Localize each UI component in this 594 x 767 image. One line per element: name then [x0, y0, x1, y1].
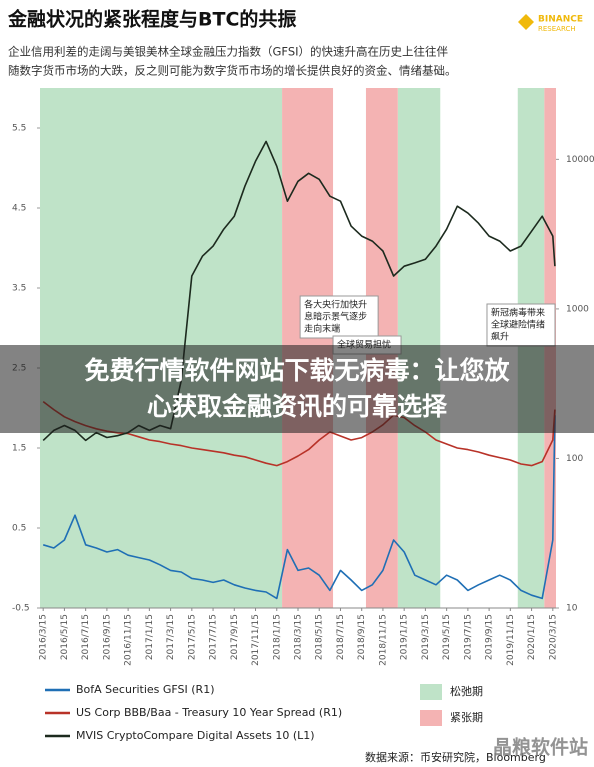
legend-swatch: [420, 684, 442, 700]
x-tick-label: 2018/11/15: [378, 614, 388, 666]
annotation-text: 新冠病毒带来: [491, 307, 545, 319]
x-tick-label: 2018/7/15: [336, 614, 346, 660]
series-line: [42, 400, 556, 467]
watermark: 晶粮软件站: [493, 736, 588, 759]
x-tick-label: 2019/7/15: [463, 614, 473, 660]
x-tick-label: 2018/3/15: [294, 614, 304, 660]
annotation-text: 全球避险情绪: [491, 319, 545, 331]
subtitle: 随数字货币市场的大跌，反之则可能为数字货币市场的增长提供良好的资金、情绪基础。: [8, 64, 457, 78]
source: 数据来源：币安研究院，Bloomberg: [365, 750, 546, 764]
x-tick-label: 2019/5/15: [442, 614, 452, 660]
y-tick-label: 0.5: [12, 524, 26, 534]
banner-background: [0, 345, 594, 433]
y2-tick-label: 1000: [566, 304, 589, 314]
y-tick-label: 1.5: [12, 444, 26, 454]
x-tick-label: 2016/9/15: [102, 614, 112, 660]
x-tick-label: 2018/1/15: [272, 614, 282, 660]
series-line: [42, 415, 556, 600]
logo-icon: [518, 14, 534, 30]
x-tick-label: 2016/11/15: [124, 614, 134, 666]
y-tick-label: -0.5: [12, 604, 30, 614]
banner-text: 免费行情软件网站下载无病毒：让您放: [84, 356, 510, 385]
legend-label: BofA Securities GFSI (R1): [76, 683, 215, 696]
x-tick-label: 2019/9/15: [485, 614, 495, 660]
annotation-text: 飙升: [491, 331, 509, 343]
legend-swatch: [420, 710, 442, 726]
y2-tick-label: 100: [566, 454, 583, 464]
x-tick-label: 2020/1/15: [527, 614, 537, 660]
x-tick-label: 2017/3/15: [166, 614, 176, 660]
x-tick-label: 2016/7/15: [81, 614, 91, 660]
annotation-box: [299, 295, 379, 339]
legend-label: 紧张期: [450, 711, 483, 724]
x-tick-label: 2019/1/15: [400, 614, 410, 660]
subtitle: 企业信用利差的走阔与美银美林全球金融压力指数（GFSI）的快速升高在历史上往往伴: [8, 45, 449, 59]
annotation-text: 息暗示景气逐步: [304, 311, 367, 323]
logo: BINANCE RESEARCH: [518, 14, 583, 33]
annotation-text: 各大央行加快升: [304, 299, 367, 311]
x-tick-label: 2017/5/15: [187, 614, 197, 660]
annotation-text: 走向末端: [304, 323, 340, 335]
x-tick-label: 2019/11/15: [506, 614, 516, 666]
y-tick-label: 3.5: [12, 284, 26, 294]
x-tick-label: 2018/5/15: [315, 614, 325, 660]
y-tick-label: 5.5: [12, 124, 26, 134]
legend-label: MVIS CryptoCompare Digital Assets 10 (L1…: [76, 729, 315, 742]
chart-title: 金融状况的紧张程度与BTC的共振: [7, 8, 296, 31]
logo-text: BINANCE: [538, 15, 583, 25]
legend-label: 松弛期: [450, 684, 483, 698]
banner-text: 心获取金融资讯的可靠选择: [147, 392, 448, 421]
x-tick-label: 2016/3/15: [39, 614, 49, 660]
x-tick-label: 2017/1/15: [145, 614, 155, 660]
y-tick-label: 4.5: [12, 204, 26, 214]
annotation-box: [486, 303, 556, 347]
x-tick-label: 2016/5/15: [60, 614, 70, 660]
x-tick-label: 2020/3/15: [548, 614, 558, 660]
x-tick-label: 2017/9/15: [230, 614, 240, 660]
y2-tick-label: 10: [566, 604, 578, 614]
x-tick-label: 2018/9/15: [357, 614, 367, 660]
x-tick-label: 2017/7/15: [209, 614, 219, 660]
y2-tick-label: 10000: [566, 155, 594, 165]
logo-text: RESEARCH: [538, 25, 576, 33]
x-tick-label: 2019/3/15: [421, 614, 431, 660]
legend-label: US Corp BBB/Baa - Treasury 10 Year Sprea…: [76, 706, 342, 719]
x-tick-label: 2017/11/15: [251, 614, 261, 666]
